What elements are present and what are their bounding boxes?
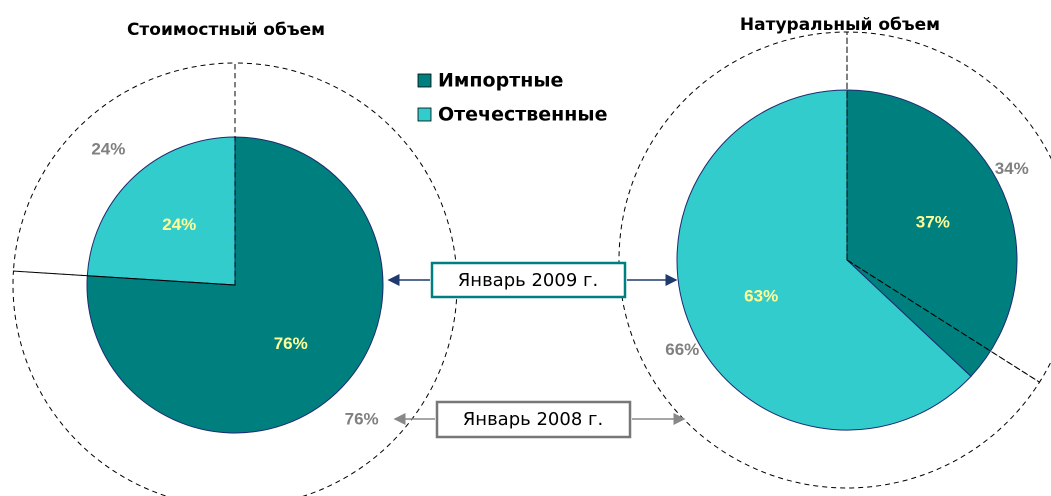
data-label: 66% — [665, 340, 699, 359]
outer-slice — [12, 62, 458, 496]
data-label: 37% — [916, 212, 950, 231]
pie-slice — [676, 89, 972, 431]
callout-box — [430, 261, 627, 299]
callout-label: Январь 2008 г. — [463, 409, 603, 430]
legend: Импортные Отечественные — [417, 70, 608, 126]
legend-swatch — [417, 73, 432, 88]
pie-slice — [86, 136, 236, 286]
legend-swatch — [417, 107, 432, 122]
data-label: 63% — [744, 287, 778, 306]
callout-box — [435, 400, 632, 439]
pie-slice — [846, 89, 1018, 378]
data-label: 76% — [274, 334, 308, 353]
legend-label: Импортные — [438, 70, 563, 92]
callout-label: Январь 2009 г. — [458, 270, 598, 291]
data-label: 24% — [162, 215, 196, 234]
outer-slice — [12, 62, 236, 286]
chart-title: Стоимостный объем — [127, 20, 325, 40]
data-label: 24% — [91, 140, 125, 159]
legend-label: Отечественные — [438, 104, 608, 126]
outer-slice — [846, 31, 1051, 383]
data-label: 76% — [345, 409, 379, 428]
chart-title: Натуральный объем — [740, 15, 940, 35]
data-label: 34% — [995, 159, 1029, 178]
